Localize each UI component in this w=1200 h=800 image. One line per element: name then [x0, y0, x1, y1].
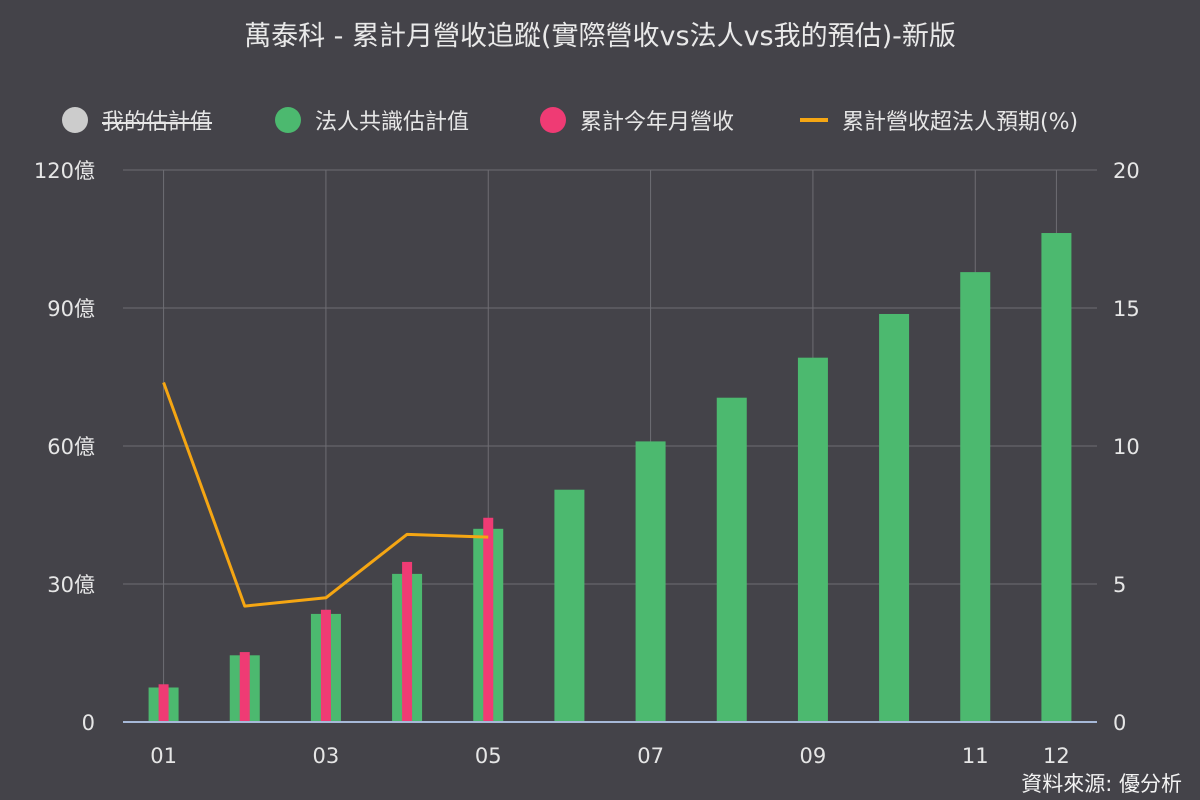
- chart-title: 萬泰科 - 累計月營收追蹤(實際營收vs法人vs我的預估)-新版: [244, 21, 956, 52]
- bar-consensus: [716, 397, 747, 722]
- legend-label-mine: 我的估計值: [102, 110, 213, 135]
- y-right-tick-label: 0: [1113, 711, 1126, 735]
- legend-label-beat: 累計營收超法人預期(%): [842, 110, 1079, 135]
- x-tick-label: 12: [1043, 744, 1070, 768]
- legend: 我的估計值 法人共識估計值 累計今年月營收 累計營收超法人預期(%): [0, 104, 1200, 140]
- y-right-tick-label: 10: [1113, 435, 1140, 459]
- legend-marker-consensus: [275, 107, 301, 133]
- y-right-tick-label: 5: [1113, 573, 1126, 597]
- y-right-tick-label: 15: [1113, 297, 1140, 321]
- line-beat-percent: [162, 382, 489, 608]
- bar-consensus: [797, 357, 828, 722]
- legend-item-actual[interactable]: 累計今年月營收: [540, 104, 734, 136]
- legend-marker-mine: [62, 107, 88, 133]
- x-tick-label: 09: [800, 744, 827, 768]
- y-left-tick-label: 120億: [34, 159, 95, 183]
- bar-actual: [483, 517, 494, 722]
- bar-actual: [402, 561, 413, 722]
- legend-item-consensus[interactable]: 法人共識估計值: [275, 104, 469, 136]
- y-left-tick-label: 30億: [47, 573, 95, 597]
- legend-item-mine[interactable]: 我的估計值: [62, 104, 212, 136]
- legend-label-actual: 累計今年月營收: [580, 110, 735, 135]
- bar-consensus: [635, 441, 666, 722]
- bar-consensus: [960, 272, 991, 722]
- y-right-tick-label: 20: [1113, 159, 1140, 183]
- bar-actual: [239, 652, 250, 722]
- y-left-tick-label: 90億: [47, 297, 95, 321]
- bar-actual: [320, 609, 331, 722]
- legend-label-consensus: 法人共識估計值: [315, 110, 470, 135]
- x-tick-label: 03: [313, 744, 340, 768]
- x-tick-label: 05: [475, 744, 502, 768]
- x-tick-label: 11: [962, 744, 989, 768]
- x-tick-label: 07: [637, 744, 664, 768]
- y-left-tick-label: 60億: [47, 435, 95, 459]
- x-tick-label: 01: [150, 744, 177, 768]
- bar-actual: [158, 684, 169, 722]
- y-left-tick-label: 0: [82, 711, 95, 735]
- source-note: 資料來源: 優分析: [1021, 772, 1182, 796]
- bar-consensus: [879, 313, 910, 722]
- bar-consensus: [1041, 233, 1072, 722]
- legend-marker-beat: [800, 118, 828, 122]
- legend-item-beat[interactable]: 累計營收超法人預期(%): [800, 104, 1078, 136]
- bar-consensus: [554, 489, 585, 722]
- legend-marker-actual: [540, 107, 566, 133]
